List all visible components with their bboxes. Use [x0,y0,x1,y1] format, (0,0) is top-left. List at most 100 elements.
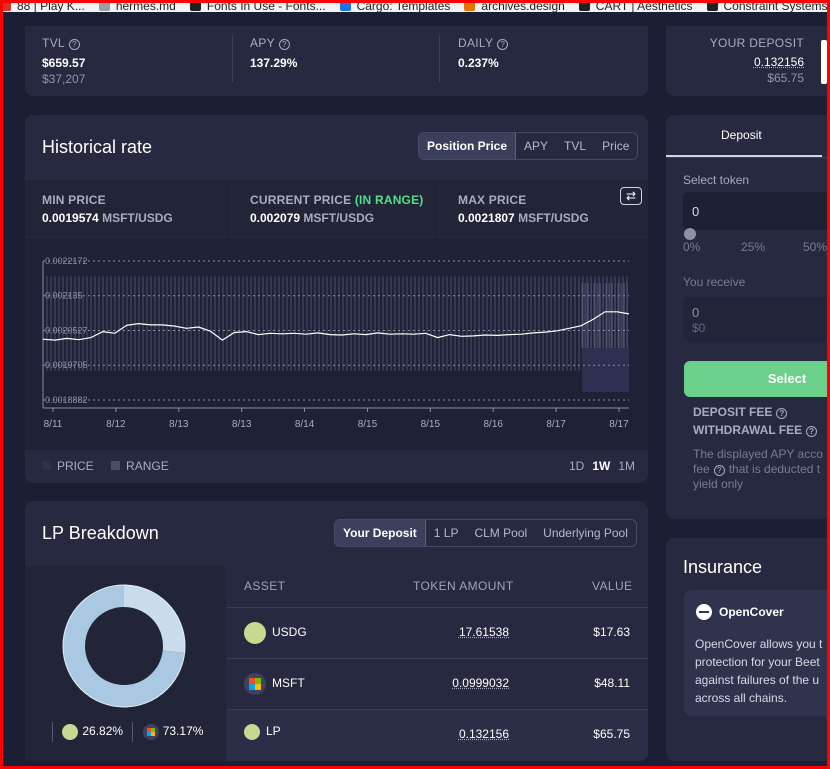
stat-daily: DAILY? 0.237% [458,36,509,70]
tab-active-underline [666,155,822,157]
lp-token-icon [244,724,260,740]
x-tick-label: 8/15 [358,419,378,430]
tab-underlying-pool[interactable]: Underlying Pool [543,526,628,540]
current-price: CURRENT PRICE (IN RANGE) 0.002079 MSFT/U… [250,193,424,225]
withdrawal-fee: WITHDRAWAL FEE? [693,423,818,437]
tab-price[interactable]: Price [602,139,630,153]
token-value: $48.11 [594,676,630,690]
max-price: MAX PRICE 0.0021807 MSFT/USDG [458,193,589,225]
opencover-description: OpenCover allows you t protection for yo… [695,635,822,707]
timeframe-1m[interactable]: 1M [618,459,636,473]
tab-tvl[interactable]: TVL [564,139,587,153]
col-value: VALUE [592,579,633,593]
tab-position-price[interactable]: Position Price [419,133,517,159]
tab-your-deposit[interactable]: Your Deposit [335,520,426,546]
help-icon[interactable]: ? [497,39,509,50]
price-series-line [42,311,630,341]
opencover-text-line: across all chains. [695,691,788,705]
apy-note-line-2: that is deducted t [728,462,821,476]
opencover-text-line: protection for your Beet [695,655,820,669]
donut-outline [62,584,186,708]
opencover-text-line: against failures of the u [695,673,820,687]
apy-note-fee: fee [693,462,710,476]
scrollbar[interactable] [821,40,827,84]
stat-daily-value: 0.237% [458,56,499,70]
lp-breakdown-title: LP Breakdown [42,523,159,543]
current-price-cell [232,180,439,237]
stat-tvl: TVL? $659.57 $37,207 [42,36,85,86]
help-icon[interactable]: ? [713,465,725,476]
x-tick-label: 8/17 [546,419,566,430]
bookmark-item[interactable]: CART | Aesthetics [578,0,693,12]
your-deposit-panel: YOUR DEPOSIT 0.132156 $65.75 [666,26,830,96]
bookmark-item[interactable]: Fonts In Use - Fonts... [189,0,326,12]
slider-handle[interactable] [684,228,696,240]
current-price-label: CURRENT PRICE [250,193,352,207]
tab-deposit[interactable]: Deposit [721,128,762,142]
x-tick-label: 8/13 [169,419,189,430]
you-receive-label: You receive [683,275,746,289]
stat-tvl-label: TVL [42,36,65,50]
bookmark-label: Fonts In Use - Fonts... [206,0,326,12]
bookmark-item[interactable]: 88 | Play K... [0,0,85,12]
amount-input[interactable]: 0 [683,192,830,230]
stat-apy: APY? 137.29% [250,36,297,70]
stat-tvl-sub: $37,207 [42,72,86,86]
bookmark-favicon-icon [98,0,110,11]
insurance-title: Insurance [683,557,763,577]
table-row: LP 0.132156 $65.75 [227,709,648,761]
bookmark-label: Constraint Systems [723,0,828,12]
msft-token-icon [244,673,266,695]
tab-1-lp[interactable]: 1 LP [433,526,459,540]
swap-arrows-icon[interactable]: ⇄ [620,187,642,205]
historical-tabs: Position Price APY TVL Price [418,132,639,160]
deposit-fee-label: DEPOSIT FEE [693,405,773,419]
select-token-label: Select token [683,173,750,187]
msft-token-icon [142,724,159,740]
bookmark-item[interactable]: Cargo: Templates [339,0,451,12]
timeframe-1w[interactable]: 1W [592,459,611,473]
slider-mark-50[interactable]: 50% [803,240,828,254]
opencover-card[interactable]: OpenCover OpenCover allows you t protect… [684,590,830,716]
bookmark-label: Cargo: Templates [356,0,451,12]
max-price-cell [440,180,648,237]
tab-apy[interactable]: APY [524,139,549,153]
receive-box: 0 $0 [683,297,830,342]
opencover-logo-icon [696,604,712,620]
x-tick-label: 8/14 [295,419,315,430]
slider-mark-0[interactable]: 0% [683,240,701,254]
y-tick-label: 0.0019705 [45,360,88,370]
help-icon[interactable]: ? [776,408,788,419]
apy-note-line-1: The displayed APY acco [693,447,823,461]
select-button-label: Select [767,371,807,386]
bookmark-label: archives.design [481,0,565,12]
bookmark-favicon-icon [706,0,718,11]
table-row: USDG 17.61538 $17.63 [227,607,648,658]
bookmark-item[interactable]: archives.design [464,0,565,12]
x-tick-label: 8/11 [44,419,63,430]
help-icon[interactable]: ? [278,39,290,50]
help-icon[interactable]: ? [806,426,818,437]
y-tick-label: 0.0020527 [45,326,88,336]
asset-name: MSFT [272,676,305,691]
legend-range: RANGE [126,459,169,473]
divider [439,36,440,82]
bookmark-item[interactable]: hermes.md [98,0,176,12]
tab-clm-pool[interactable]: CLM Pool [474,526,528,540]
bookmark-label: hermes.md [115,0,176,12]
max-price-label: MAX PRICE [458,193,527,207]
chart-legend: PRICE RANGE [42,459,169,473]
stat-daily-label: DAILY [458,36,494,50]
token-amount: 0.132156 [458,727,509,741]
stat-tvl-value: $659.57 [42,56,86,70]
pie-legend: 26.82% 73.17% [52,722,203,742]
bookmark-favicon-icon [578,0,590,11]
timeframe-1d[interactable]: 1D [569,459,585,473]
help-icon[interactable]: ? [68,39,80,50]
bookmark-favicon-icon [339,0,351,11]
select-button[interactable]: Select [684,361,830,397]
bookmark-item[interactable]: Constraint Systems [706,0,828,12]
historical-rate-title: Historical rate [42,137,153,157]
token-amount: 17.61538 [458,625,509,639]
slider-mark-25[interactable]: 25% [741,240,766,254]
